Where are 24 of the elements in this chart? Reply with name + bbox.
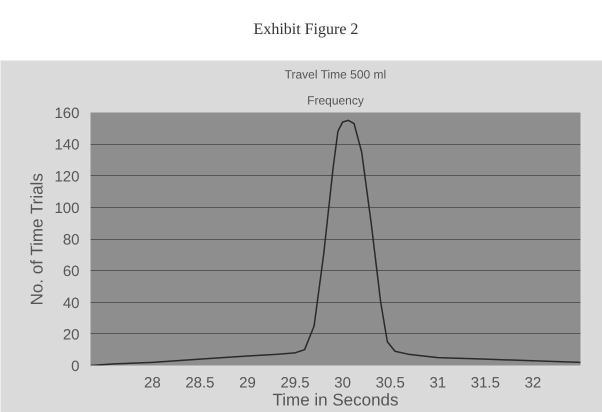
x-tick-label: 30 — [334, 374, 351, 392]
x-tick-label: 28 — [144, 374, 161, 392]
y-tick-label: 20 — [62, 326, 80, 344]
y-tick-label: 100 — [54, 200, 80, 217]
y-tick-label: 80 — [62, 232, 80, 248]
y-tick-label: 60 — [62, 263, 80, 280]
y-tick-label: 160 — [54, 105, 80, 122]
chart-title: Travel Time 500 ml — [284, 68, 386, 82]
y-tick-label: 140 — [54, 136, 80, 154]
x-tick-label: 29.5 — [280, 374, 310, 392]
x-axis-title: Time in Seconds — [272, 390, 398, 410]
text: Exhibit Figure 2 — [254, 20, 358, 40]
x-tick-label: 30.5 — [376, 374, 405, 392]
y-tick-label: 0 — [71, 358, 80, 375]
y-tick-label: 40 — [62, 294, 80, 312]
x-tick-label: 32 — [524, 374, 542, 392]
chart-subtitle: Frequency — [307, 94, 364, 108]
y-tick-label: 120 — [54, 168, 80, 186]
y-axis-title: No. of Time Trials — [27, 173, 46, 306]
x-tick-label: 31 — [429, 374, 446, 392]
x-tick-label: 31.5 — [470, 374, 500, 392]
x-tick-label: 29 — [239, 374, 256, 392]
line-series — [90, 120, 580, 366]
x-tick-label: 28.5 — [185, 374, 215, 392]
